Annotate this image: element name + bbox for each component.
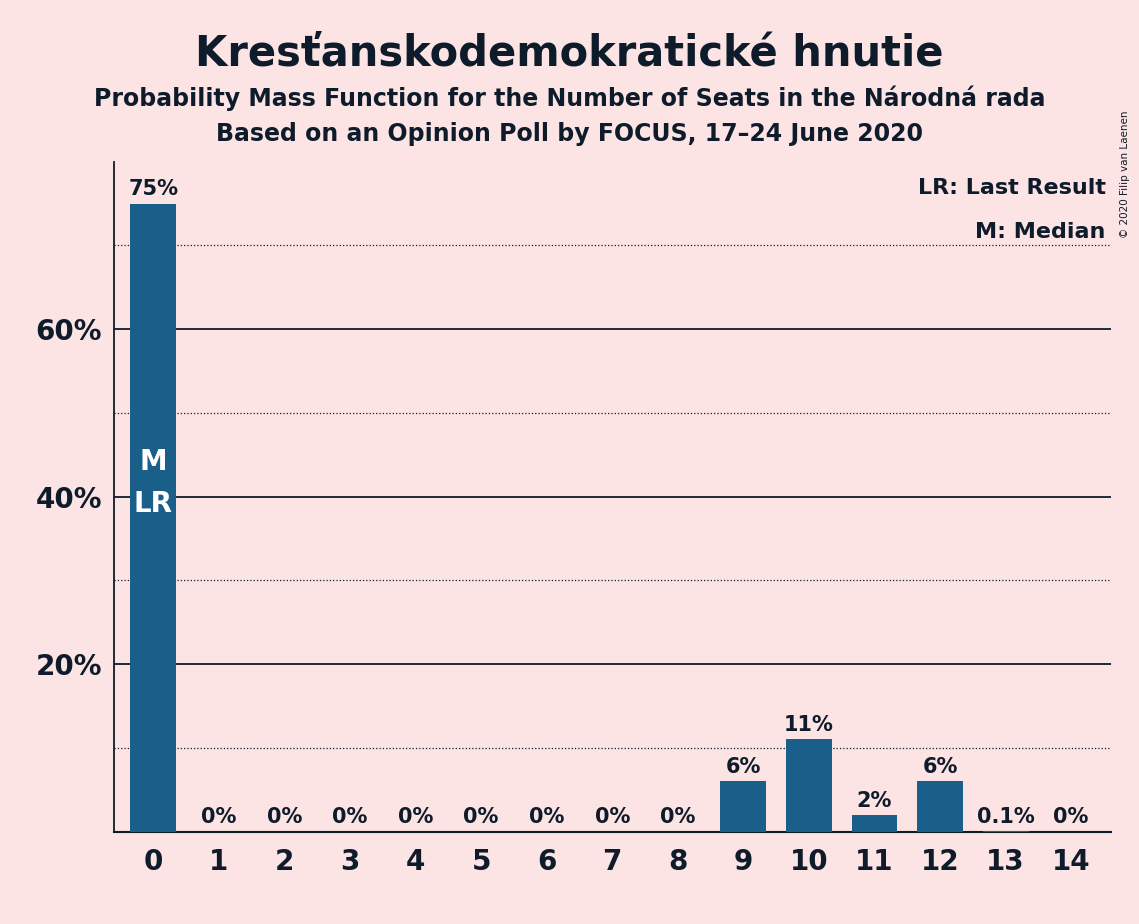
Bar (917, 782, 962, 832)
Text: 11%: 11% (784, 715, 834, 736)
Text: 0%: 0% (528, 808, 564, 827)
Text: M: Median: M: Median (975, 222, 1106, 242)
Text: Probability Mass Function for the Number of Seats in the Národná rada: Probability Mass Function for the Number… (93, 85, 1046, 111)
Text: 75%: 75% (129, 179, 178, 200)
Text: 0%: 0% (661, 808, 696, 827)
Text: LR: LR (133, 490, 173, 517)
Text: 6%: 6% (726, 757, 761, 777)
Text: 0.1%: 0.1% (977, 807, 1034, 827)
Bar (852, 815, 898, 832)
Text: 6%: 6% (923, 757, 958, 777)
Text: M: M (139, 448, 167, 476)
Text: 0%: 0% (595, 808, 630, 827)
Bar (130, 203, 177, 832)
Text: 0%: 0% (1054, 808, 1089, 827)
Text: 0%: 0% (267, 808, 302, 827)
Text: © 2020 Filip van Laenen: © 2020 Filip van Laenen (1120, 111, 1130, 238)
Text: Based on an Opinion Poll by FOCUS, 17–24 June 2020: Based on an Opinion Poll by FOCUS, 17–24… (216, 122, 923, 146)
Text: 0%: 0% (398, 808, 433, 827)
Text: Kresťanskodemokratické hnutie: Kresťanskodemokratické hnutie (195, 32, 944, 74)
Text: 2%: 2% (857, 791, 892, 810)
Bar (786, 739, 831, 832)
Text: 0%: 0% (202, 808, 237, 827)
Text: LR: Last Result: LR: Last Result (918, 178, 1106, 199)
Bar (720, 782, 767, 832)
Text: 0%: 0% (464, 808, 499, 827)
Text: 0%: 0% (333, 808, 368, 827)
